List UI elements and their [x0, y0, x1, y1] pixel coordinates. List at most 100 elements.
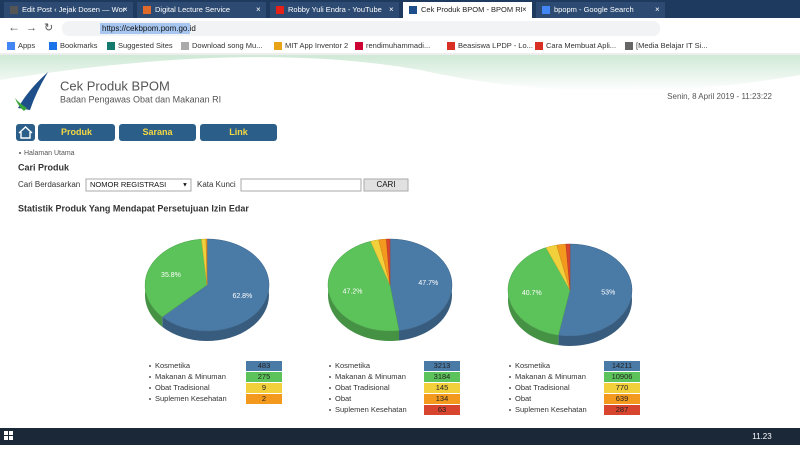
tab[interactable] [4, 2, 133, 18]
legend-bullet [149, 365, 151, 367]
legend-bullet [509, 376, 511, 378]
pie-slice [386, 238, 391, 286]
back-button[interactable]: ← [8, 20, 20, 34]
logo [18, 72, 48, 110]
tab-title: Edit Post ‹ Jejak Dosen — Wor [22, 5, 126, 14]
legend-bullet [329, 376, 331, 378]
bookmark[interactable]: Cara Membuat Apli... [546, 41, 616, 50]
legend-bullet [509, 365, 511, 367]
bookmark[interactable]: [Media Belajar IT Si... [636, 41, 708, 50]
legend-label: Suplemen Kesehatan [155, 394, 227, 403]
tab-close[interactable]: × [256, 5, 261, 14]
bookmark[interactable]: Beasiswa LPDP - Lo... [458, 41, 533, 50]
legend-box [246, 361, 282, 371]
bookmark-bar [0, 38, 800, 54]
nav-label: Sarana [142, 127, 173, 137]
legend-box [604, 394, 640, 404]
search-select[interactable] [85, 178, 192, 192]
legend-label: Obat Tradisional [515, 383, 570, 392]
start-icon [9, 436, 13, 440]
reload-button[interactable]: ↻ [44, 22, 53, 34]
percent-label: 40.7% [522, 290, 542, 297]
legend-value: 287 [616, 405, 629, 414]
legend-box [604, 383, 640, 393]
legend-label: Obat Tradisional [155, 383, 210, 392]
start-icon [4, 436, 8, 440]
tab-close[interactable]: × [123, 5, 128, 14]
tab-close[interactable]: × [522, 5, 527, 14]
search-button[interactable] [363, 178, 409, 192]
tab[interactable] [270, 2, 399, 18]
start-icon [9, 431, 13, 435]
stats-title: Statistik Produk Yang Mendapat Persetuju… [18, 203, 249, 213]
tab-icon [143, 6, 151, 14]
bookmark[interactable]: Apps [18, 41, 35, 50]
bookmark[interactable]: Download song Mu... [192, 41, 262, 50]
legend-box [246, 394, 282, 404]
bookmark[interactable]: Suggested Sites [118, 41, 173, 50]
legend-label: Makanan & Minuman [335, 372, 406, 381]
legend-bullet [509, 387, 511, 389]
bookmark[interactable]: rendimuhammadi... [366, 41, 430, 50]
legend-box [424, 405, 460, 415]
logo-accent [15, 98, 27, 111]
bookmark[interactable]: MIT App Inventor 2 [285, 41, 348, 50]
legend-bullet [509, 398, 511, 400]
legend-bullet [329, 398, 331, 400]
tab[interactable] [536, 2, 665, 18]
tab-icon [542, 6, 550, 14]
legend-value: 639 [616, 394, 629, 403]
percent-label: 62.8% [232, 293, 252, 300]
legend-label: Suplemen Kesehatan [335, 405, 407, 414]
bookmark[interactable]: Bookmarks [60, 41, 98, 50]
legend-box [246, 372, 282, 382]
address-bar[interactable] [62, 21, 660, 36]
bookmark-icon [49, 42, 57, 50]
legend-label: Obat [335, 394, 352, 403]
tab-close[interactable]: × [655, 5, 660, 14]
legend-value: 3213 [434, 361, 451, 370]
legend-bullet [329, 365, 331, 367]
legend-bullet [329, 409, 331, 411]
legend-value: 134 [436, 394, 449, 403]
datetime: Senin, 8 April 2019 - 11:23:22 [667, 92, 772, 101]
legend-label: Makanan & Minuman [155, 372, 226, 381]
legend-value: 10906 [612, 372, 633, 381]
pie-slice [205, 238, 208, 286]
legend-value: 2 [262, 394, 266, 403]
tab-close[interactable]: × [389, 5, 394, 14]
legend-bullet [149, 387, 151, 389]
forward-button[interactable]: → [26, 22, 37, 34]
nav-label: Produk [61, 127, 93, 137]
legend-value: 9 [262, 383, 266, 392]
keyword-input[interactable] [240, 178, 362, 192]
bookmark-icon [7, 42, 15, 50]
nav-button[interactable] [200, 124, 277, 141]
legend-box [246, 383, 282, 393]
tab-title: Digital Lecture Service [155, 5, 230, 14]
select-arrow: ▼ [182, 183, 188, 189]
nav-button[interactable] [119, 124, 196, 141]
taskbar [0, 428, 800, 445]
legend-box [604, 361, 640, 371]
bookmark-icon [274, 42, 282, 50]
pie-slice [565, 243, 571, 291]
pie-slice [507, 247, 571, 336]
site-subtitle: Badan Pengawas Obat dan Makanan RI [60, 94, 221, 104]
tab[interactable] [137, 2, 266, 18]
bookmark-icon [107, 42, 115, 50]
search-button-label: CARI [376, 180, 395, 189]
tab[interactable] [403, 2, 532, 18]
header-wave [0, 55, 800, 92]
nav-button[interactable] [38, 124, 115, 141]
pie-slice [327, 241, 400, 332]
tab-icon [276, 6, 284, 14]
tab-icon [409, 6, 417, 14]
percent-label: 35.8% [161, 272, 181, 279]
start-icon[interactable] [4, 431, 8, 435]
legend-box [604, 372, 640, 382]
percent-label: 47.2% [343, 288, 363, 295]
tab-title: bpopm - Google Search [554, 5, 634, 14]
